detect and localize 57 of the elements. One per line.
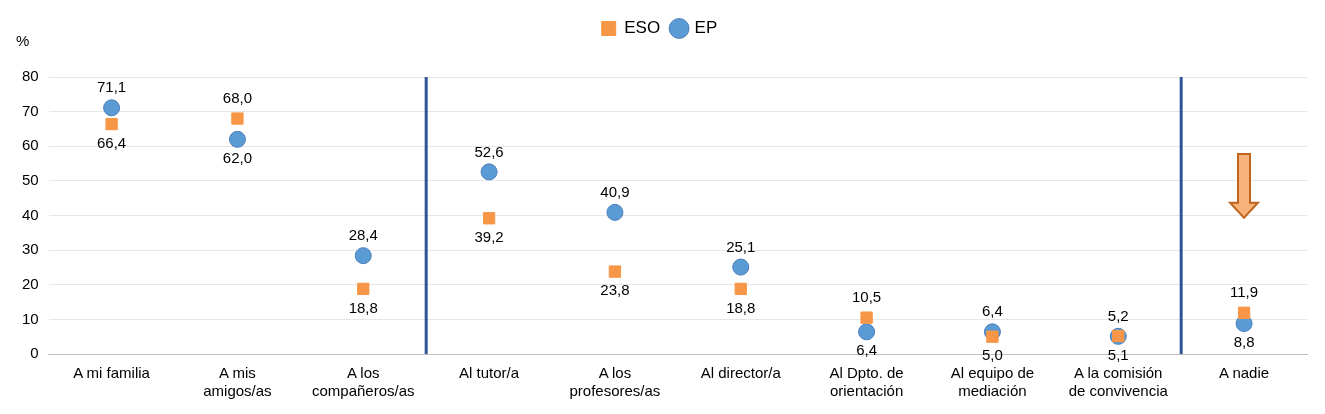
x-tick-label: A los compañeros/as: [311, 364, 415, 400]
data-label: 5,1: [1107, 345, 1129, 363]
point: [231, 112, 244, 125]
y-tick-label: 40: [22, 205, 39, 223]
data-label: 10,5: [851, 288, 882, 306]
data-label: 28,4: [348, 226, 378, 244]
y-tick-label: 20: [22, 274, 39, 292]
data-label: 11,9: [1230, 283, 1259, 301]
data-label: 8,8: [1233, 333, 1255, 351]
y-tick-label: 70: [22, 101, 39, 119]
point: [860, 311, 873, 324]
point: [482, 212, 496, 225]
y-tick-label: 0: [30, 344, 39, 362]
point: [103, 99, 121, 117]
data-label: 18,8: [726, 298, 756, 316]
data-label: 66,4: [97, 133, 127, 151]
x-tick-label: Al director/a: [700, 364, 782, 382]
point: [480, 163, 498, 181]
x-tick-label: A los profesores/as: [569, 364, 661, 400]
data-label: 18,8: [348, 298, 378, 316]
point: [357, 282, 370, 296]
point: [1237, 306, 1251, 319]
data-label: 5,0: [981, 346, 1003, 364]
legend-label: EP: [694, 18, 718, 38]
y-tick-label: 50: [22, 171, 39, 189]
x-tick-label: A mi familia: [73, 364, 151, 382]
data-label: 6,4: [981, 302, 1003, 320]
data-label: 23,8: [600, 281, 630, 299]
point: [606, 203, 624, 221]
point: [858, 323, 876, 341]
y-tick-label: 80: [22, 67, 39, 85]
x-tick-label: Al equipo de mediación: [950, 364, 1035, 400]
data-label: 25,1: [726, 237, 756, 255]
point: [228, 130, 246, 148]
point: [608, 265, 622, 278]
data-label: 68,0: [222, 89, 253, 107]
point: [354, 247, 372, 265]
y-tick-label: 10: [22, 309, 39, 327]
point: [734, 282, 747, 296]
point: [105, 117, 118, 131]
data-label: 39,2: [474, 227, 504, 245]
data-label: 40,9: [600, 183, 630, 201]
y-tick-label: 60: [22, 136, 39, 154]
point: [732, 258, 750, 276]
y-tick-label: 30: [22, 240, 39, 258]
legend-label: ESO: [624, 18, 661, 38]
x-tick-label: A nadie: [1219, 364, 1270, 382]
data-label: 71,1: [97, 78, 127, 96]
data-label: 5,2: [1107, 306, 1129, 324]
x-tick-label: A la comisión de convivencia: [1068, 364, 1169, 400]
x-tick-label: Al tutor/a: [459, 364, 520, 382]
data-label: 6,4: [856, 341, 878, 359]
x-tick-label: A mis amigos/as: [203, 364, 272, 400]
x-tick-label: Al Dpto. de orientación: [829, 364, 904, 400]
data-label: 52,6: [474, 142, 504, 160]
data-label: 62,0: [222, 148, 253, 166]
text: %: [16, 32, 30, 50]
